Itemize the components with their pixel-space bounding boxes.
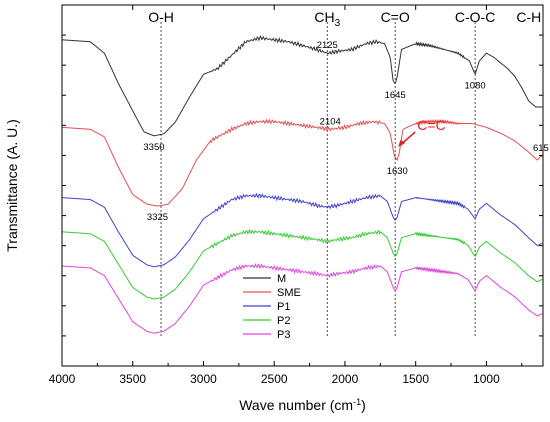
band-labels: O-H CH3 C=O C-O-C C-H	[148, 9, 541, 29]
legend: M SME P1 P2 P3	[243, 273, 301, 341]
legend-item-m: M	[243, 273, 286, 285]
band-guide-lines	[160, 22, 476, 338]
legend-item-sme: SME	[243, 287, 301, 299]
x-tick-label-1500: 1500	[402, 372, 429, 386]
x-axis-title: Wave number (cm-1)	[239, 397, 366, 413]
legend-item-p1: P1	[243, 301, 290, 313]
legend-label-p2: P2	[277, 315, 290, 327]
peak-label-1: 2125	[317, 40, 338, 51]
peak-label-0: 3350	[143, 142, 164, 153]
series-line-p1	[61, 192, 543, 268]
band-label-ch: CH3	[314, 9, 340, 29]
x-tick-label-3500: 3500	[119, 372, 146, 386]
peak-label-6: 1630	[387, 166, 408, 177]
series-line-sme	[62, 118, 543, 207]
cc-annotation-label: C=C	[417, 117, 445, 133]
plot-area	[62, 5, 543, 366]
peak-label-7: 615	[533, 143, 549, 154]
cc-arrow-shaft	[400, 131, 416, 145]
peak-label-5: 2104	[320, 116, 341, 127]
x-tick-label-3000: 3000	[190, 372, 217, 386]
cc-arrow-head	[398, 140, 406, 147]
series-line-p3	[61, 262, 543, 334]
peak-label-2: 1645	[385, 90, 406, 101]
peak-labels: 3350 2125 1645 1080 3325 2104 1630 615	[143, 40, 548, 223]
x-tick-label-4000: 4000	[49, 372, 76, 386]
legend-item-p2: P2	[243, 315, 290, 327]
legend-label-sme: SME	[277, 287, 301, 299]
band-label-c-o-c: C-O-C	[455, 9, 495, 25]
axes: 4000 3500 3000 2500 2000 1500 1000 Wave number …	[4, 4, 544, 413]
y-axis-title: Transmittance (A. U.)	[4, 119, 20, 252]
peak-label-4: 3325	[147, 212, 168, 223]
peak-label-3: 1080	[465, 80, 486, 91]
series-lines	[61, 35, 543, 334]
band-label-o-h: O-H	[148, 9, 174, 25]
x-tick-label-2000: 2000	[332, 372, 359, 386]
series-line-p2	[61, 228, 543, 300]
legend-item-p3: P3	[243, 329, 290, 341]
series-line-m	[61, 35, 543, 137]
legend-label-m: M	[277, 273, 286, 285]
band-label-c-h: C-H	[516, 9, 541, 25]
legend-label-p1: P1	[277, 301, 290, 313]
x-tick-label-2500: 2500	[261, 372, 288, 386]
band-label-c-o: C=O	[381, 9, 410, 25]
cc-annotation: C=C	[398, 117, 446, 147]
x-tick-label-1000: 1000	[473, 372, 500, 386]
legend-label-p3: P3	[277, 329, 290, 341]
